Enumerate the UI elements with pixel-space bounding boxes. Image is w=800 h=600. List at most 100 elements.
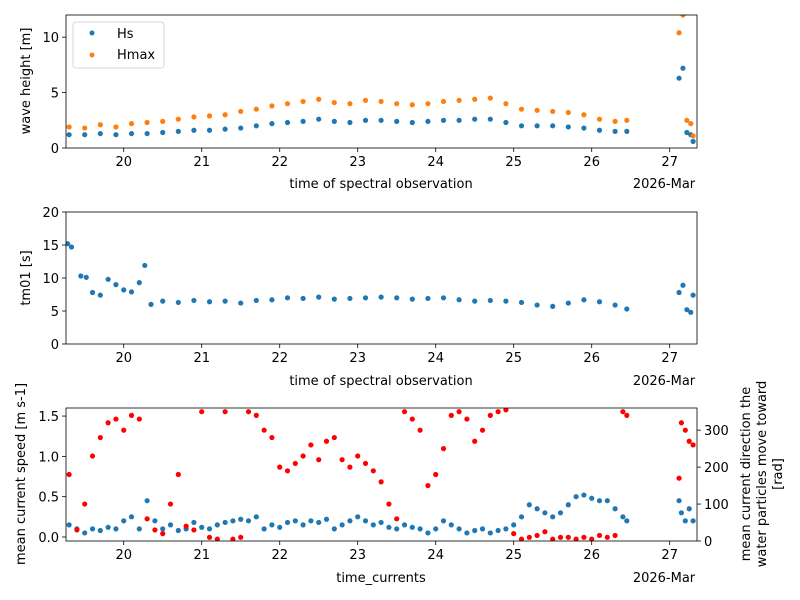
data-point-direction [230, 536, 236, 541]
data-point-speed [487, 530, 493, 536]
offset-label: 2026-Mar [633, 177, 696, 192]
tm01-points [66, 241, 696, 315]
right-y-tick-label: 200 [704, 461, 729, 476]
data-point-tm01 [97, 292, 103, 298]
data-point-hs [144, 130, 150, 137]
offset-label: 2026-Mar [633, 571, 696, 586]
data-point-speed [316, 519, 322, 526]
data-point-direction [238, 534, 244, 540]
x-axis-ticks: 20 21 22 23 24 25 26 27 [115, 541, 678, 563]
data-point-speed [269, 522, 275, 528]
data-point-direction [284, 468, 291, 474]
y-tick-label: 0.5 [38, 491, 59, 506]
plot-frame [65, 14, 698, 149]
data-point-tm01 [191, 297, 197, 304]
data-point-hmax [425, 101, 431, 107]
data-point-speed [167, 522, 174, 528]
data-point-tm01 [160, 298, 166, 304]
x-tick-label: 26 [583, 155, 600, 170]
data-point-tm01 [83, 274, 89, 280]
data-point-direction [323, 438, 330, 444]
data-point-direction [479, 427, 486, 433]
data-point-tm01 [78, 273, 84, 279]
data-point-speed [253, 514, 259, 520]
data-point-speed [479, 526, 486, 532]
x-tick-label: 25 [505, 351, 522, 366]
data-point-speed [456, 526, 462, 532]
y-tick-label: 5 [51, 87, 59, 102]
data-point-speed [401, 522, 408, 528]
data-point-direction [690, 442, 696, 448]
data-point-speed [97, 527, 103, 534]
data-point-hmax [612, 118, 618, 124]
data-point-speed [214, 522, 220, 528]
data-point-tm01 [347, 295, 353, 302]
data-point-tm01 [487, 297, 493, 304]
data-point-direction [300, 453, 306, 459]
data-point-speed [690, 518, 696, 524]
data-point-speed [206, 526, 213, 532]
data-point-direction [175, 471, 181, 478]
data-point-speed [589, 495, 595, 501]
data-point-hmax [284, 101, 291, 107]
data-point-hmax [97, 122, 103, 128]
data-point-speed [464, 530, 470, 536]
data-point-speed [370, 522, 376, 528]
data-point-speed [308, 518, 314, 524]
data-point-tm01 [284, 295, 291, 301]
legend-box [72, 21, 165, 69]
data-point-hmax [269, 103, 275, 109]
data-point-tm01 [136, 280, 142, 286]
data-point-direction [253, 412, 259, 418]
data-point-speed [191, 519, 197, 526]
data-point-speed [144, 498, 150, 504]
data-point-hs [300, 118, 306, 124]
data-point-hs [624, 128, 630, 134]
data-point-direction [167, 501, 174, 507]
y-tick-label: 0 [51, 142, 59, 157]
data-point-hs [97, 130, 103, 137]
data-point-speed [604, 498, 610, 504]
x-axis-label: time of spectral observation [289, 374, 472, 389]
data-point-speed [277, 524, 283, 530]
right-y-tick-label: 100 [704, 498, 729, 513]
x-tick-label: 20 [115, 155, 132, 170]
data-point-hmax [518, 106, 525, 112]
data-point-speed [175, 527, 181, 534]
data-point-speed [394, 526, 400, 532]
data-point-speed [323, 516, 330, 522]
data-point-tm01 [440, 295, 447, 301]
data-point-direction [542, 529, 548, 535]
data-point-direction [277, 464, 283, 470]
data-point-hmax [456, 97, 462, 103]
x-tick-label: 21 [193, 351, 210, 366]
data-point-hs [487, 116, 493, 122]
data-point-direction [339, 457, 345, 463]
data-point-speed [121, 518, 127, 524]
data-point-speed [339, 522, 345, 528]
data-point-direction [89, 453, 96, 459]
data-point-hs [238, 125, 244, 131]
data-point-direction [214, 536, 220, 541]
data-point-hs [518, 123, 525, 129]
right-y-axis-label-line1: mean current direction the [739, 387, 754, 561]
data-point-hs [534, 123, 540, 129]
data-point-direction [308, 442, 314, 448]
data-point-hs [440, 117, 447, 123]
data-point-hs [222, 126, 228, 132]
right-y-axis-label-line2: water particles move toward [755, 381, 770, 568]
data-point-direction [511, 531, 517, 537]
data-point-tm01 [534, 302, 540, 308]
y-tick-label: 15 [42, 239, 59, 254]
data-point-direction [370, 468, 376, 474]
data-point-hmax [440, 98, 447, 105]
data-point-direction [245, 409, 252, 415]
data-point-hmax [596, 116, 603, 122]
data-point-speed [550, 514, 556, 520]
data-point-tm01 [331, 296, 337, 302]
data-point-direction [678, 420, 685, 426]
data-point-direction [355, 453, 361, 459]
data-point-tm01 [105, 276, 111, 282]
data-point-speed [89, 526, 96, 532]
data-point-tm01 [690, 292, 696, 298]
